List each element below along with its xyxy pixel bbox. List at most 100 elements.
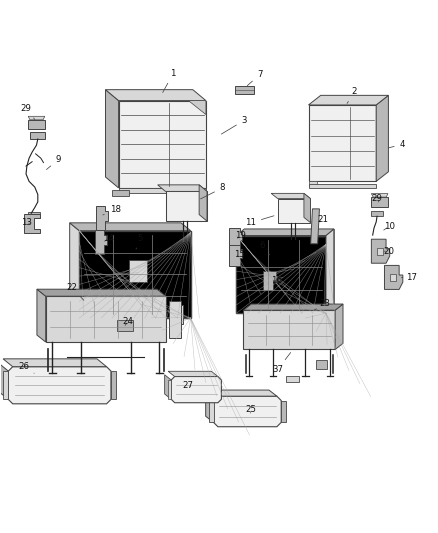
Polygon shape: [308, 181, 317, 185]
Polygon shape: [237, 236, 326, 313]
Polygon shape: [199, 185, 207, 221]
Polygon shape: [316, 360, 327, 369]
Polygon shape: [278, 199, 311, 223]
Text: 13: 13: [21, 219, 32, 228]
Polygon shape: [28, 120, 45, 130]
Polygon shape: [70, 223, 191, 231]
Polygon shape: [237, 236, 326, 313]
Polygon shape: [46, 296, 166, 342]
Polygon shape: [237, 229, 334, 236]
Polygon shape: [308, 95, 389, 105]
Polygon shape: [371, 197, 388, 207]
Text: 29: 29: [371, 195, 382, 203]
Polygon shape: [229, 245, 242, 266]
Polygon shape: [24, 214, 40, 233]
Text: 24: 24: [123, 317, 134, 326]
Polygon shape: [28, 212, 40, 217]
Polygon shape: [79, 231, 191, 318]
Text: 7: 7: [247, 70, 263, 86]
Text: 6: 6: [259, 241, 270, 255]
Polygon shape: [244, 310, 335, 350]
Polygon shape: [371, 211, 383, 216]
Polygon shape: [335, 304, 343, 350]
Text: 29: 29: [21, 104, 35, 119]
Polygon shape: [165, 375, 171, 399]
Polygon shape: [385, 265, 403, 289]
Text: 22: 22: [66, 283, 84, 300]
Polygon shape: [30, 132, 45, 139]
Polygon shape: [188, 101, 206, 115]
Text: 4: 4: [389, 140, 405, 149]
Polygon shape: [326, 229, 334, 313]
Polygon shape: [377, 248, 383, 255]
Polygon shape: [106, 90, 119, 188]
Text: 9: 9: [46, 155, 61, 169]
Text: 5: 5: [136, 233, 143, 249]
Text: 26: 26: [18, 361, 34, 373]
Polygon shape: [0, 363, 8, 399]
Polygon shape: [229, 228, 242, 248]
Polygon shape: [371, 193, 388, 197]
Polygon shape: [168, 372, 218, 376]
Polygon shape: [308, 183, 376, 188]
Text: 21: 21: [318, 215, 328, 224]
Polygon shape: [263, 271, 276, 290]
Text: 25: 25: [245, 405, 256, 414]
Text: 3: 3: [221, 116, 247, 134]
Polygon shape: [79, 231, 191, 318]
Polygon shape: [95, 206, 108, 230]
Text: 17: 17: [402, 273, 417, 282]
Polygon shape: [95, 230, 107, 254]
Polygon shape: [37, 289, 46, 342]
Polygon shape: [214, 396, 281, 427]
Text: 37: 37: [272, 352, 291, 374]
Text: 2: 2: [347, 87, 357, 103]
Polygon shape: [3, 359, 106, 367]
Polygon shape: [281, 400, 286, 422]
Polygon shape: [130, 260, 147, 282]
Polygon shape: [117, 320, 133, 330]
Polygon shape: [106, 90, 206, 101]
Polygon shape: [371, 239, 390, 263]
Polygon shape: [209, 400, 214, 422]
Polygon shape: [304, 193, 311, 223]
Text: 15: 15: [234, 250, 245, 259]
Polygon shape: [3, 371, 8, 399]
Polygon shape: [172, 305, 183, 324]
Text: 19: 19: [234, 231, 245, 239]
Text: 23: 23: [314, 299, 330, 310]
Polygon shape: [169, 301, 181, 338]
Polygon shape: [158, 185, 207, 191]
Polygon shape: [210, 390, 277, 396]
Polygon shape: [376, 95, 389, 181]
Text: 14: 14: [103, 233, 114, 243]
Polygon shape: [168, 380, 171, 399]
Polygon shape: [8, 367, 111, 404]
Polygon shape: [70, 223, 181, 310]
Polygon shape: [28, 116, 45, 120]
Polygon shape: [166, 191, 207, 221]
Polygon shape: [171, 376, 221, 403]
Text: 8: 8: [201, 183, 225, 199]
Polygon shape: [119, 188, 206, 193]
Polygon shape: [308, 105, 376, 181]
Text: 10: 10: [384, 222, 395, 231]
Polygon shape: [119, 101, 206, 188]
Polygon shape: [111, 371, 116, 399]
Polygon shape: [70, 223, 79, 318]
Text: 11: 11: [245, 216, 274, 228]
Text: 18: 18: [103, 205, 120, 215]
Polygon shape: [244, 304, 343, 310]
Text: 20: 20: [383, 247, 394, 256]
Polygon shape: [235, 86, 254, 94]
Polygon shape: [244, 229, 334, 306]
Polygon shape: [37, 289, 166, 296]
Polygon shape: [311, 209, 319, 244]
Polygon shape: [271, 193, 311, 199]
Text: 1: 1: [162, 69, 176, 93]
Text: 27: 27: [182, 381, 193, 390]
Polygon shape: [390, 274, 396, 281]
Polygon shape: [112, 190, 130, 196]
Polygon shape: [206, 394, 214, 422]
Text: 16: 16: [271, 276, 282, 285]
